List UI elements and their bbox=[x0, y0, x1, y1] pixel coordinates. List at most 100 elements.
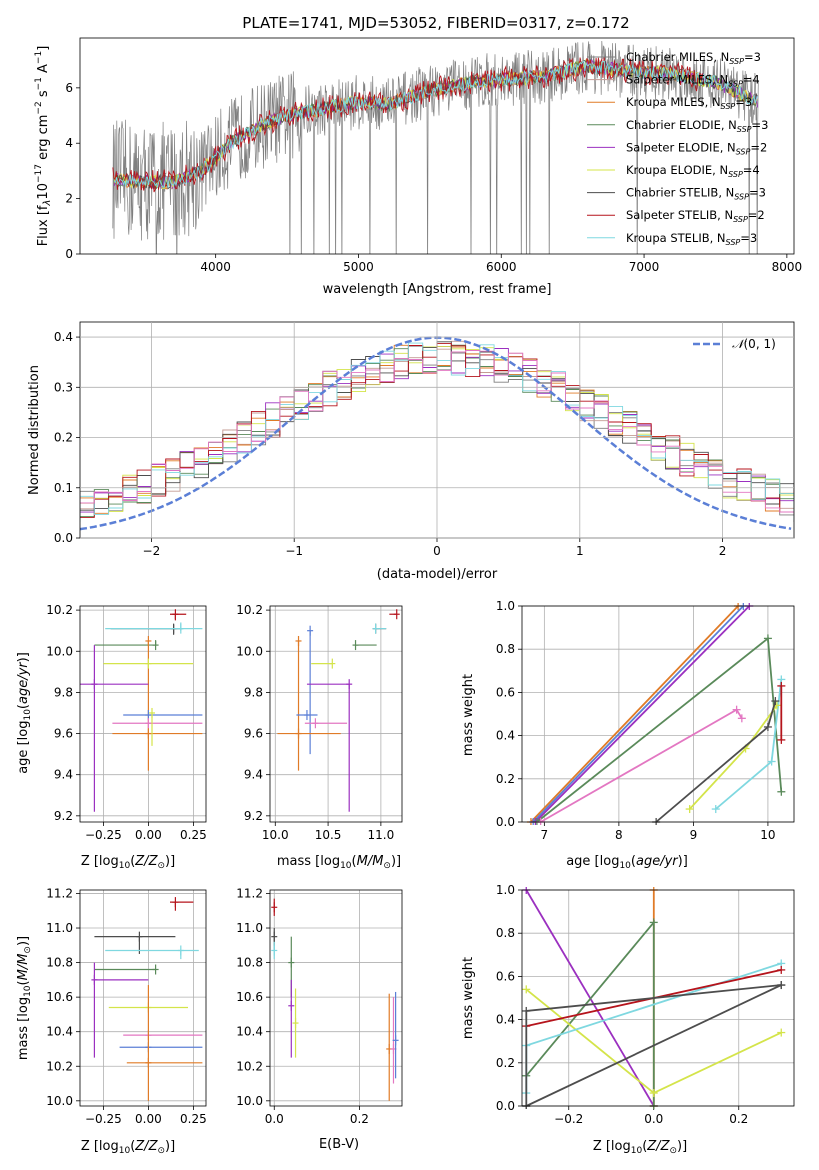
error-bar-point bbox=[80, 645, 149, 812]
x-tick-label: −2 bbox=[143, 544, 161, 558]
weight-Z-xlabel: Z [log10(Z/Z⊙)] bbox=[593, 1139, 687, 1156]
y-tick-label: 0.0 bbox=[54, 531, 73, 545]
y-tick-label: 0.2 bbox=[496, 772, 515, 786]
error-bar-point bbox=[145, 635, 152, 771]
y-tick-label: 10.2 bbox=[46, 603, 73, 617]
residuals-panel: −2 −1 0 1 2 0.0 0.1 0.2 0.3 0.4 𝒩(0, 1) (data-mod… bbox=[27, 321, 795, 582]
weight-line bbox=[536, 636, 783, 823]
y-tick-label: 10.6 bbox=[236, 990, 263, 1004]
error-bar-point bbox=[372, 623, 387, 634]
legend-label: Salpeter ELODIE, NSSP=2 bbox=[626, 140, 767, 156]
residuals-ylabel: Normed distribution bbox=[27, 365, 42, 495]
y-tick-label: 0.6 bbox=[496, 969, 515, 983]
spectrum-ylabel: Flux [fλ10−17 erg cm−2 s−1 A−1] bbox=[34, 46, 53, 247]
panel-frame bbox=[79, 605, 207, 823]
y-tick-label: 0.4 bbox=[496, 729, 515, 743]
error-bar-point bbox=[271, 941, 278, 960]
error-bar-point bbox=[306, 679, 353, 812]
age-vs-Z-panel: −0.25 0.00 0.25 9.2 9.4 9.6 9.8 10.0 10.2 bbox=[46, 603, 206, 842]
legend-label: Chabrier MILES, NSSP=3 bbox=[626, 50, 761, 66]
y-tick-label: 6 bbox=[65, 81, 73, 95]
mass-ebv-xlabel: E(B-V) bbox=[319, 1137, 359, 1152]
error-bar-point bbox=[392, 991, 399, 1079]
weight-age-ylabel: mass weight bbox=[461, 674, 476, 756]
figure-title: PLATE=1741, MJD=53052, FIBERID=0317, z=0… bbox=[242, 14, 629, 32]
y-tick-label: 11.2 bbox=[236, 886, 263, 900]
error-bar-point bbox=[94, 640, 159, 651]
model-line bbox=[113, 60, 758, 189]
error-bar-point bbox=[105, 945, 199, 960]
legend-label: Chabrier ELODIE, NSSP=3 bbox=[626, 118, 768, 134]
x-tick-label: 11.0 bbox=[368, 828, 395, 842]
y-tick-label: 10.0 bbox=[236, 644, 263, 658]
error-bar-point bbox=[277, 728, 341, 739]
x-tick-label: −1 bbox=[285, 544, 303, 558]
error-bar-point bbox=[295, 635, 302, 771]
y-tick-label: 10.0 bbox=[46, 644, 73, 658]
y-tick-label: 9.2 bbox=[54, 809, 73, 823]
y-tick-label: 10.6 bbox=[46, 990, 73, 1004]
weight-line bbox=[530, 605, 739, 823]
weight-age-xlabel: age [log10(age/yr)] bbox=[566, 854, 688, 871]
panel-frame bbox=[269, 605, 403, 823]
error-bar-point bbox=[311, 658, 336, 669]
weight-Z-ylabel: mass weight bbox=[461, 957, 476, 1039]
error-bar-point bbox=[103, 658, 194, 669]
error-bar-point bbox=[149, 707, 155, 746]
y-tick-label: 2 bbox=[65, 192, 73, 206]
x-tick-label: 8000 bbox=[772, 260, 803, 274]
age-vs-mass-panel: 10.0 10.5 11.0 9.2 9.4 9.6 9.8 10.0 10.2 bbox=[236, 603, 403, 842]
error-bar-point bbox=[170, 897, 194, 911]
mass-vs-Z-panel: −0.25 0.00 0.25 10.0 10.2 10.4 10.6 10.8 11.0 11.… bbox=[46, 886, 206, 1126]
age-Z-ylabel: age [log10(age/yr)] bbox=[16, 652, 33, 774]
error-bar-point bbox=[386, 993, 393, 1101]
y-tick-label: 9.2 bbox=[244, 809, 263, 823]
error-bar-point bbox=[105, 622, 203, 634]
y-tick-label: 9.8 bbox=[54, 685, 73, 699]
mass-vs-ebv-panel: 0.0 0.2 10.0 10.2 10.4 10.6 10.8 11.0 11.2 bbox=[236, 886, 403, 1126]
spectrum-axes: 4000 5000 6000 7000 8000 0 2 4 6 bbox=[65, 81, 802, 274]
x-tick-label: 0.00 bbox=[135, 828, 162, 842]
x-tick-label: 0 bbox=[433, 544, 441, 558]
x-tick-label: −0.25 bbox=[85, 828, 122, 842]
error-bar-point bbox=[91, 962, 149, 1058]
error-bar-point bbox=[170, 609, 187, 621]
y-tick-label: 0.6 bbox=[496, 685, 515, 699]
error-bar-point bbox=[123, 710, 203, 721]
error-bar-point bbox=[288, 979, 295, 1058]
mass-Z-ylabel: mass [log10(M/M⊙)] bbox=[16, 936, 33, 1060]
y-tick-label: 10.4 bbox=[46, 1025, 73, 1039]
y-tick-label: 10.8 bbox=[46, 956, 73, 970]
legend-label: Kroupa ELODIE, NSSP=4 bbox=[626, 163, 760, 179]
residuals-axes: −2 −1 0 1 2 0.0 0.1 0.2 0.3 0.4 bbox=[54, 322, 794, 558]
y-tick-label: 10.0 bbox=[46, 1094, 73, 1108]
x-tick-label: 10.0 bbox=[262, 828, 289, 842]
y-tick-label: 10.4 bbox=[236, 1025, 263, 1039]
y-tick-label: 10.2 bbox=[236, 1059, 263, 1073]
y-tick-label: 0.2 bbox=[496, 1056, 515, 1070]
error-bar-point bbox=[112, 728, 203, 739]
error-bar-point bbox=[126, 985, 203, 1101]
error-bar-point bbox=[119, 1042, 203, 1053]
x-tick-label: 5000 bbox=[343, 260, 374, 274]
x-tick-label: 7000 bbox=[629, 260, 660, 274]
y-tick-label: 0.0 bbox=[496, 1099, 515, 1113]
x-tick-label: 10.5 bbox=[315, 828, 342, 842]
weight-vs-age-panel: 7 8 9 10 0.0 0.2 0.4 0.6 0.8 1.0 bbox=[496, 599, 795, 842]
spectrum-plot-area bbox=[112, 40, 759, 254]
legend-label: Salpeter MILES, NSSP=4 bbox=[626, 73, 760, 89]
y-tick-label: 10.0 bbox=[236, 1094, 263, 1108]
y-tick-label: 0.0 bbox=[496, 815, 515, 829]
mass-Z-xlabel: Z [log10(Z/Z⊙)] bbox=[81, 1139, 175, 1156]
weight-line bbox=[534, 605, 750, 823]
panel-frame bbox=[79, 889, 207, 1107]
error-bar-point bbox=[389, 609, 400, 620]
x-tick-label: 1 bbox=[576, 544, 584, 558]
y-tick-label: 11.0 bbox=[236, 921, 263, 935]
x-tick-label: −0.25 bbox=[85, 1112, 122, 1126]
spectrum-data-line bbox=[112, 40, 759, 254]
x-tick-label: 0.0 bbox=[644, 1112, 663, 1126]
x-tick-label: 0.2 bbox=[350, 1112, 369, 1126]
age-mass-xlabel: mass [log10(M/M⊙)] bbox=[277, 854, 401, 871]
